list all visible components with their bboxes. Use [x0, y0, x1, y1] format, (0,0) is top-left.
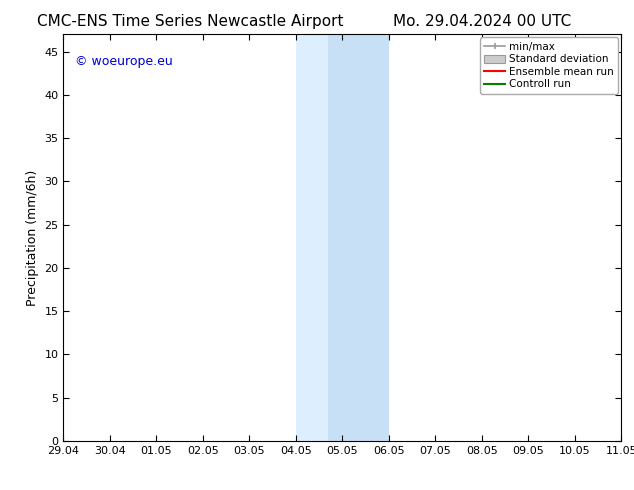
Bar — [296, 34, 328, 441]
Text: © woeurope.eu: © woeurope.eu — [75, 54, 172, 68]
Bar — [328, 34, 389, 441]
Text: CMC-ENS Time Series Newcastle Airport: CMC-ENS Time Series Newcastle Airport — [37, 14, 344, 29]
Text: Mo. 29.04.2024 00 UTC: Mo. 29.04.2024 00 UTC — [392, 14, 571, 29]
Y-axis label: Precipitation (mm/6h): Precipitation (mm/6h) — [26, 170, 39, 306]
Legend: min/max, Standard deviation, Ensemble mean run, Controll run: min/max, Standard deviation, Ensemble me… — [480, 37, 618, 94]
